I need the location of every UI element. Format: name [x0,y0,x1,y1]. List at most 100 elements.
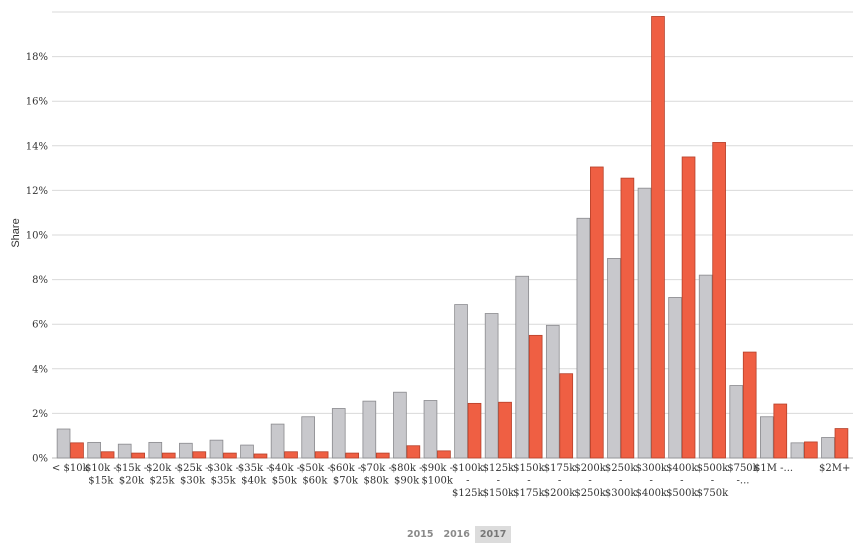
bar-series-1-23[interactable] [773,403,788,459]
x-tick-label: $500k [666,488,698,499]
legend-item-2017[interactable]: 2017 [474,526,512,543]
x-tick-label: - [680,476,683,487]
x-tick-label: $400k [666,463,698,474]
x-tick-label: $40k - [268,463,300,474]
bar-series-1-18[interactable] [620,177,635,459]
x-tick-label: - [711,476,714,487]
bar-series-1-24[interactable] [804,441,818,459]
bar-series-0-4[interactable] [179,442,193,459]
bar-series-0-16[interactable] [545,324,560,459]
bar-series-1-8[interactable] [314,451,329,459]
bar-series-1-2[interactable] [131,452,145,459]
x-tick-label: $175k [544,463,576,474]
bar-series-1-22[interactable] [742,351,757,459]
bar-series-0-22[interactable] [729,385,744,459]
x-tick-label: - [588,476,591,487]
x-tick-label: $25k - [177,463,209,474]
x-tick-label: $1M -... [754,463,793,474]
bar-series-1-16[interactable] [559,373,574,459]
bar-series-0-25[interactable] [821,437,835,459]
x-tick-label: $35k [211,476,237,487]
x-tick-label: $90k [394,476,420,487]
y-tick-label: 12% [26,186,48,197]
y-tick-label: 18% [26,52,48,63]
x-tick-label: $70k - [360,463,392,474]
x-tick-label: < $10k [52,463,90,474]
bar-series-0-15[interactable] [515,275,530,459]
x-tick-label: $150k [513,463,545,474]
bar-series-0-12[interactable] [423,400,438,459]
x-tick-label: $35k - [238,463,270,474]
bar-series-0-19[interactable] [637,187,652,459]
x-tick-label: - [466,476,469,487]
bar-series-0-13[interactable] [454,304,468,459]
x-tick-label: $80k - [391,463,423,474]
x-tick-label: - [527,476,530,487]
bar-series-0-6[interactable] [240,444,254,459]
bar-series-0-10[interactable] [362,400,377,459]
bar-series-1-7[interactable] [284,451,298,459]
x-tick-label: $50k - [299,463,331,474]
x-tick-label: $200k [544,488,576,499]
x-tick-label: $750k [697,488,729,499]
bar-series-1-0[interactable] [70,442,84,459]
x-tick-label: $125k [483,463,515,474]
legend-item-2015[interactable]: 2015 [407,529,434,540]
bar-series-0-8[interactable] [301,416,316,459]
bar-series-1-9[interactable] [345,452,360,459]
x-tick-label: $70k [333,476,359,487]
bar-series-1-13[interactable] [467,402,482,459]
bar-series-1-15[interactable] [528,334,543,459]
x-tick-label: $175k [513,488,545,499]
bar-series-0-5[interactable] [209,439,224,459]
bar-series-0-3[interactable] [148,441,163,459]
x-tick-label: $15k - [116,463,148,474]
x-tick-label: $20k [119,476,145,487]
y-tick-label: 0% [32,454,48,465]
y-axis: 0% 2% 4% 6% 8% 10% 12% 14% 16% 18% [26,52,48,464]
x-tick-label: - [650,476,653,487]
bar-series-1-25[interactable] [834,428,849,459]
bar-series-1-17[interactable] [590,166,604,459]
x-tick-label: - [619,476,622,487]
bar-series-0-24[interactable] [790,442,805,459]
bar-series-1-20[interactable] [681,156,696,459]
bar-series-1-5[interactable] [223,452,237,459]
bar-series-0-2[interactable] [117,443,132,459]
bar-series-0-17[interactable] [576,217,591,459]
bar-series-1-14[interactable] [498,401,512,459]
bar-series-1-12[interactable] [437,450,451,459]
x-tick-label: $50k [272,476,298,487]
bar-series-1-11[interactable] [406,445,421,459]
bar-series-1-19[interactable] [651,16,665,459]
bar-series-1-4[interactable] [192,451,207,459]
x-tick-label: - [558,476,561,487]
bar-series-0-18[interactable] [607,258,621,459]
bar-series-0-1[interactable] [87,441,101,459]
bar-series-1-1[interactable] [100,451,115,459]
x-tick-label: $125k [452,488,484,499]
x-tick-label: $20k - [146,463,178,474]
bar-series-0-20[interactable] [668,297,682,459]
legend-item-2016[interactable]: 2016 [443,529,470,540]
bar-series-0-9[interactable] [331,408,346,459]
x-tick-label: $100k [452,463,484,474]
bar-series-0-7[interactable] [270,423,285,459]
bar-series-0-0[interactable] [56,428,71,459]
x-tick-label: $150k [483,488,515,499]
y-tick-label: 6% [32,320,48,331]
bar-series-1-21[interactable] [712,142,726,459]
x-tick-label: $90k - [421,463,453,474]
x-tick-label: $750k [727,463,759,474]
bar-series-0-11[interactable] [393,391,407,459]
bar-series-1-3[interactable] [161,452,176,459]
y-axis-label: Share [10,218,22,247]
legend: 2015 2016 2017 [402,526,512,543]
bar-series-1-10[interactable] [375,452,390,459]
bar-series-0-23[interactable] [760,416,774,459]
bar-series-0-14[interactable] [484,313,499,459]
bar-series-0-21[interactable] [698,274,713,459]
bar-series-1-6[interactable] [253,453,268,459]
x-tick-label: $400k [635,488,667,499]
